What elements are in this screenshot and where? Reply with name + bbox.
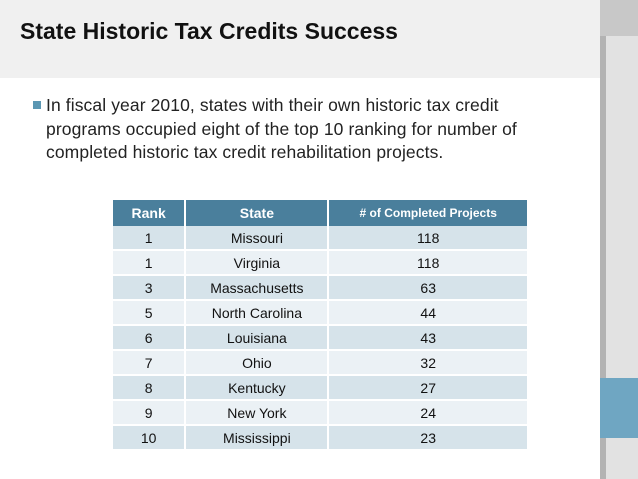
title-band	[0, 0, 600, 78]
cell-state: Massachusetts	[184, 275, 329, 301]
cell-projects: 63	[327, 275, 527, 301]
cell-rank: 9	[113, 400, 186, 426]
cell-state: Missouri	[184, 226, 329, 251]
cell-rank: 10	[113, 425, 186, 451]
right-decorative-bar	[600, 0, 638, 479]
cell-projects: 118	[327, 226, 527, 251]
right-bar-strip	[600, 0, 606, 479]
cell-rank: 7	[113, 350, 186, 376]
right-bar-teal-accent	[600, 378, 638, 438]
cell-projects: 43	[327, 325, 527, 351]
table-row: 1 Virginia 118	[113, 250, 527, 276]
header-completed-projects: # of Completed Projects	[327, 200, 527, 226]
rankings-table: Rank State # of Completed Projects 1 Mis…	[113, 200, 527, 451]
cell-state: Louisiana	[184, 325, 329, 351]
bullet-text: In fiscal year 2010, states with their o…	[46, 95, 517, 162]
cell-state: Mississippi	[184, 425, 329, 451]
cell-projects: 24	[327, 400, 527, 426]
cell-rank: 3	[113, 275, 186, 301]
table-row: 3 Massachusetts 63	[113, 275, 527, 301]
table-row: 6 Louisiana 43	[113, 325, 527, 351]
table-header-row: Rank State # of Completed Projects	[113, 200, 527, 226]
table-row: 1 Missouri 118	[113, 226, 527, 251]
cell-state: Kentucky	[184, 375, 329, 401]
cell-state: Ohio	[184, 350, 329, 376]
cell-state: North Carolina	[184, 300, 329, 326]
right-bar-top-accent	[600, 0, 638, 36]
cell-rank: 1	[113, 226, 186, 251]
cell-rank: 6	[113, 325, 186, 351]
table-row: 5 North Carolina 44	[113, 300, 527, 326]
cell-state: New York	[184, 400, 329, 426]
cell-state: Virginia	[184, 250, 329, 276]
cell-rank: 5	[113, 300, 186, 326]
table-row: 8 Kentucky 27	[113, 375, 527, 401]
cell-projects: 32	[327, 350, 527, 376]
table-row: 10 Mississippi 23	[113, 425, 527, 451]
cell-projects: 27	[327, 375, 527, 401]
cell-rank: 1	[113, 250, 186, 276]
header-rank: Rank	[113, 200, 186, 226]
bullet-marker-icon	[33, 101, 41, 109]
header-state: State	[184, 200, 329, 226]
cell-rank: 8	[113, 375, 186, 401]
cell-projects: 23	[327, 425, 527, 451]
cell-projects: 118	[327, 250, 527, 276]
cell-projects: 44	[327, 300, 527, 326]
slide-title: State Historic Tax Credits Success	[20, 18, 398, 44]
table-row: 7 Ohio 32	[113, 350, 527, 376]
table-row: 9 New York 24	[113, 400, 527, 426]
